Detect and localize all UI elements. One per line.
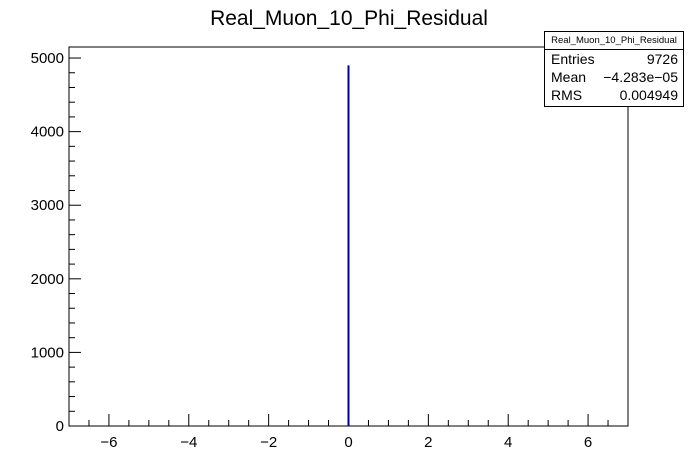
- x-tick-label: 2: [424, 434, 432, 451]
- chart-title: Real_Muon_10_Phi_Residual: [210, 7, 488, 30]
- stats-row-entries: Entries 9726: [545, 50, 683, 68]
- y-tick-label: 3000: [31, 197, 64, 214]
- x-tick-label: −2: [260, 434, 277, 451]
- stats-title: Real_Muon_10_Phi_Residual: [545, 32, 683, 50]
- stats-box: Real_Muon_10_Phi_Residual Entries 9726 M…: [544, 31, 684, 107]
- stats-value: −4.283e−05: [603, 69, 678, 85]
- stats-value: 9726: [646, 51, 678, 67]
- x-tick-label: 0: [344, 434, 352, 451]
- y-tick-label: 4000: [31, 124, 64, 141]
- stats-label: RMS: [551, 87, 583, 103]
- y-axis: 0 1000 2000 3000 4000 5000: [31, 50, 81, 435]
- stats-label: Entries: [551, 51, 595, 67]
- stats-label: Mean: [551, 69, 587, 85]
- y-tick-label: 2000: [31, 271, 64, 288]
- y-tick-label: 5000: [31, 50, 64, 67]
- x-tick-label: −6: [100, 434, 117, 451]
- x-axis: −6 −4 −2 0 2 4 6: [88, 414, 609, 451]
- x-tick-label: 4: [504, 434, 512, 451]
- stats-row-mean: Mean −4.283e−05: [545, 68, 683, 86]
- x-tick-label: 6: [584, 434, 592, 451]
- y-tick-label: 1000: [31, 344, 64, 361]
- stats-row-rms: RMS 0.004949: [545, 86, 683, 104]
- x-tick-label: −4: [180, 434, 197, 451]
- stats-value: 0.004949: [619, 87, 678, 103]
- y-tick-label: 0: [56, 418, 64, 435]
